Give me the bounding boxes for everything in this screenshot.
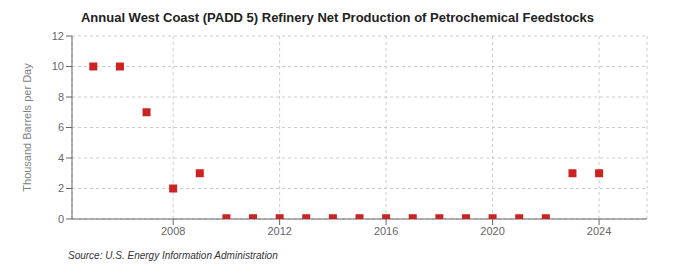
svg-text:2024: 2024: [587, 225, 611, 237]
svg-text:6: 6: [58, 121, 64, 133]
html-text:Source: U.S. Energy Informatio: Source: U.S. Energy Information Administ…: [68, 250, 278, 261]
svg-text:10: 10: [52, 60, 64, 72]
svg-text:2008: 2008: [161, 225, 185, 237]
svg-text:12: 12: [52, 30, 64, 42]
svg-text:4: 4: [58, 152, 64, 164]
svg-text:8: 8: [58, 91, 64, 103]
svg-text:2016: 2016: [374, 225, 398, 237]
svg-text:0: 0: [58, 213, 64, 225]
html-text:Annual West Coast (PADD 5) Ref: Annual West Coast (PADD 5) Refinery Net …: [80, 10, 595, 25]
svg-text:2020: 2020: [480, 225, 504, 237]
svg-text:2012: 2012: [267, 225, 291, 237]
svg-text:Thousand Barrels per Day: Thousand Barrels per Day: [21, 63, 33, 192]
svg-text:2: 2: [58, 182, 64, 194]
